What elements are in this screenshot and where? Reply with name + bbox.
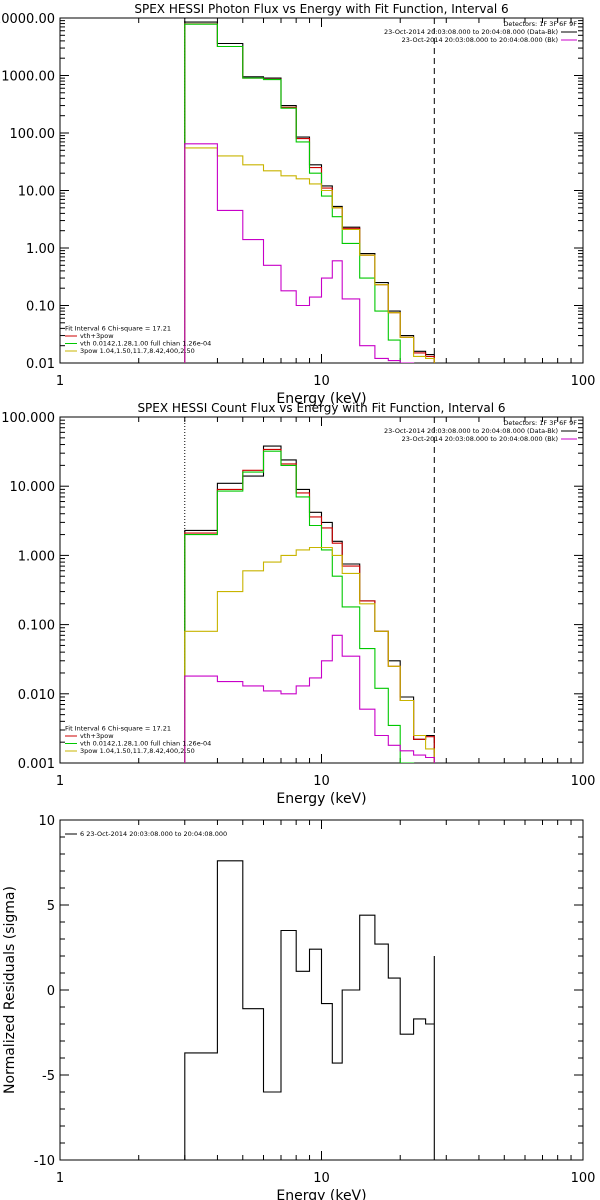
legend-entry-label: Detectors: 1F 3F 6F 9F: [503, 419, 577, 427]
y-tick-label: 1.00: [26, 242, 55, 257]
legend-entry-label: Fit Interval 6 Chi-square = 17.21: [65, 725, 171, 733]
y-tick-label: 0.010: [18, 688, 55, 703]
legend-entry-label: vth+3pow: [80, 332, 114, 340]
y-tick-label: -10: [34, 1154, 55, 1169]
y-tick-label: 0.100: [18, 619, 55, 634]
legend-left: 6 23-Oct-2014 20:03:08.000 to 20:04:08.0…: [65, 830, 227, 838]
legend-entry-label: Detectors: 1F 3F 6F 9F: [503, 20, 577, 28]
series-line-6-23-oct-2014-20-03-08-000-to-20-04-08-000: [184, 860, 435, 1160]
y-tick-label: 0.01: [26, 357, 55, 372]
chart-title: SPEX HESSI Photon Flux vs Energy with Fi…: [134, 2, 508, 16]
chart-panel-3: 1 10 100 Energy (keV) -10 -5 0 5 10 Normalized Re…: [2, 814, 595, 1200]
legend-entry-label: 23-Oct-2014 20:03:08.000 to 20:04:08.000…: [402, 435, 558, 443]
series-group: [184, 21, 435, 363]
y-tick-label: 100.00: [10, 127, 56, 142]
x-tick-label: 100: [571, 774, 596, 789]
y-tick-label: 1.000: [18, 549, 55, 564]
x-tick-label: 1: [56, 374, 64, 389]
legend-entry-label: Fit Interval 6 Chi-square = 17.21: [65, 325, 171, 333]
legend-entry-label: 3pow 1.04,1.50,11.7,8.42,400,2.50: [80, 747, 195, 755]
y-tick-label: 10: [38, 814, 55, 829]
legend-entry-label: 3pow 1.04,1.50,11.7,8.42,400,2.50: [80, 347, 195, 355]
y-tick-label: 10.00: [18, 185, 55, 200]
y-tick-label: -5: [42, 1069, 55, 1084]
x-tick-label: 1: [56, 774, 64, 789]
x-tick-label: 10: [313, 774, 330, 789]
y-tick-label: 0: [47, 984, 55, 999]
x-axis-label: Energy (keV): [276, 391, 366, 407]
series-line-3pow: [184, 147, 435, 363]
series-line-3pow: [184, 546, 435, 763]
x-tick-label: 100: [571, 374, 596, 389]
y-tick-label: 10000.00: [0, 12, 55, 27]
legend-entry-label: 6 23-Oct-2014 20:03:08.000 to 20:04:08.0…: [80, 830, 227, 838]
y-axis-label: Normalized Residuals (sigma): [2, 886, 18, 1094]
x-tick-label: 10: [313, 1171, 330, 1186]
chart-title: SPEX HESSI Count Flux vs Energy with Fit…: [137, 401, 505, 415]
y-tick-label: 0.001: [18, 757, 55, 772]
x-tick-label: 100: [571, 1171, 596, 1186]
series-group: [184, 860, 435, 1160]
legend-entry-label: vth 0.0142,1.28,1.00 full chian 1.26e-04: [80, 740, 211, 748]
legend-entry-label: 23-Oct-2014 20:03:08.000 to 20:04:08.000…: [384, 28, 558, 36]
x-tick-label: 1: [56, 1171, 64, 1186]
y-tick-label: 100.000: [1, 411, 55, 426]
y-tick-label: 0.10: [26, 300, 55, 315]
series-line-bk: [184, 143, 415, 363]
legend-left: Fit Interval 6 Chi-square = 17.21vth+3po…: [65, 325, 211, 355]
legend-entry-label: 23-Oct-2014 20:03:08.000 to 20:04:08.000…: [384, 427, 558, 435]
chart-panel-2: SPEX HESSI Count Flux vs Energy with Fit…: [1, 401, 595, 807]
legend-entry-label: 23-Oct-2014 20:03:08.000 to 20:04:08.000…: [402, 36, 558, 44]
x-tick-label: 10: [313, 374, 330, 389]
x-axis-label: Energy (keV): [276, 1188, 366, 1200]
x-axis-label: Energy (keV): [276, 791, 366, 807]
legend-entry-label: vth+3pow: [80, 732, 114, 740]
y-tick-label: 5: [47, 899, 55, 914]
series-group: [184, 445, 435, 763]
legend-entry-label: vth 0.0142,1.28,1.00 full chian 1.26e-04: [80, 340, 211, 348]
y-tick-label: 1000.00: [1, 70, 55, 85]
legend-left: Fit Interval 6 Chi-square = 17.21vth+3po…: [65, 725, 211, 755]
chart-panel-1: SPEX HESSI Photon Flux vs Energy with Fi…: [0, 2, 595, 407]
series-line-bk: [184, 634, 435, 763]
y-tick-label: 10.000: [10, 480, 56, 495]
